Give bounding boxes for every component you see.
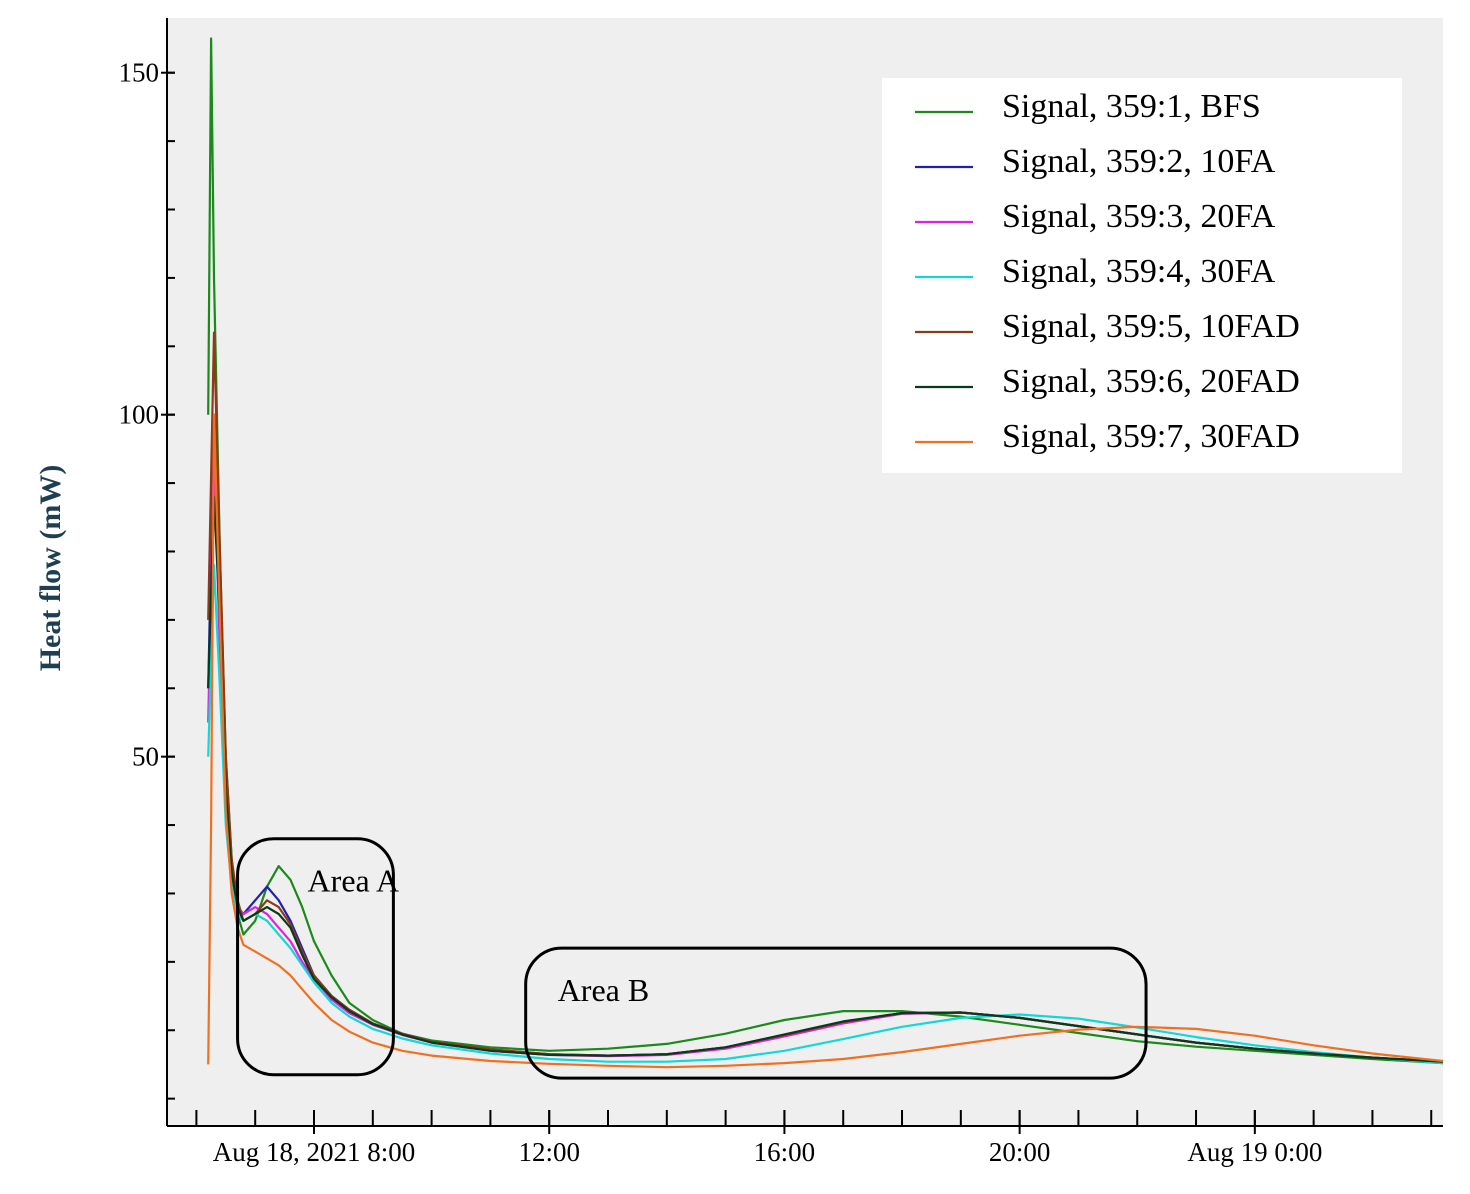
- legend-label-3: Signal, 359:3, 20FA: [1002, 198, 1276, 235]
- legend-box: [882, 78, 1402, 473]
- y-axis-label: Heat flow (mW): [34, 465, 67, 672]
- legend: Signal, 359:1, BFS Signal, 359:2, 10FA Sig…: [882, 78, 1402, 473]
- annotation-label-1: Area A: [308, 863, 400, 899]
- x-tick-label: 12:00: [518, 1137, 580, 1167]
- annotation-label-2: Area B: [558, 972, 650, 1008]
- legend-label-1: Signal, 359:1, BFS: [1002, 88, 1261, 125]
- x-tick-label: Aug 19 0:00: [1187, 1137, 1322, 1167]
- legend-label-4: Signal, 359:4, 30FA: [1002, 253, 1276, 290]
- x-tick-label: Aug 18, 2021 8:00: [213, 1137, 416, 1167]
- x-tick-label: 20:00: [989, 1137, 1051, 1167]
- annotation-box-1: [236, 837, 395, 1077]
- y-tick-label: 100: [119, 400, 160, 430]
- x-tick-label: 16:00: [754, 1137, 816, 1167]
- legend-label-6: Signal, 359:6, 20FAD: [1002, 363, 1300, 400]
- annotation-box-2: [524, 946, 1148, 1080]
- y-tick-label: 150: [119, 58, 160, 88]
- legend-label-2: Signal, 359:2, 10FA: [1002, 143, 1276, 180]
- legend-label-5: Signal, 359:5, 10FAD: [1002, 308, 1300, 345]
- y-tick-label: 50: [132, 742, 159, 772]
- legend-label-7: Signal, 359:7, 30FAD: [1002, 418, 1300, 455]
